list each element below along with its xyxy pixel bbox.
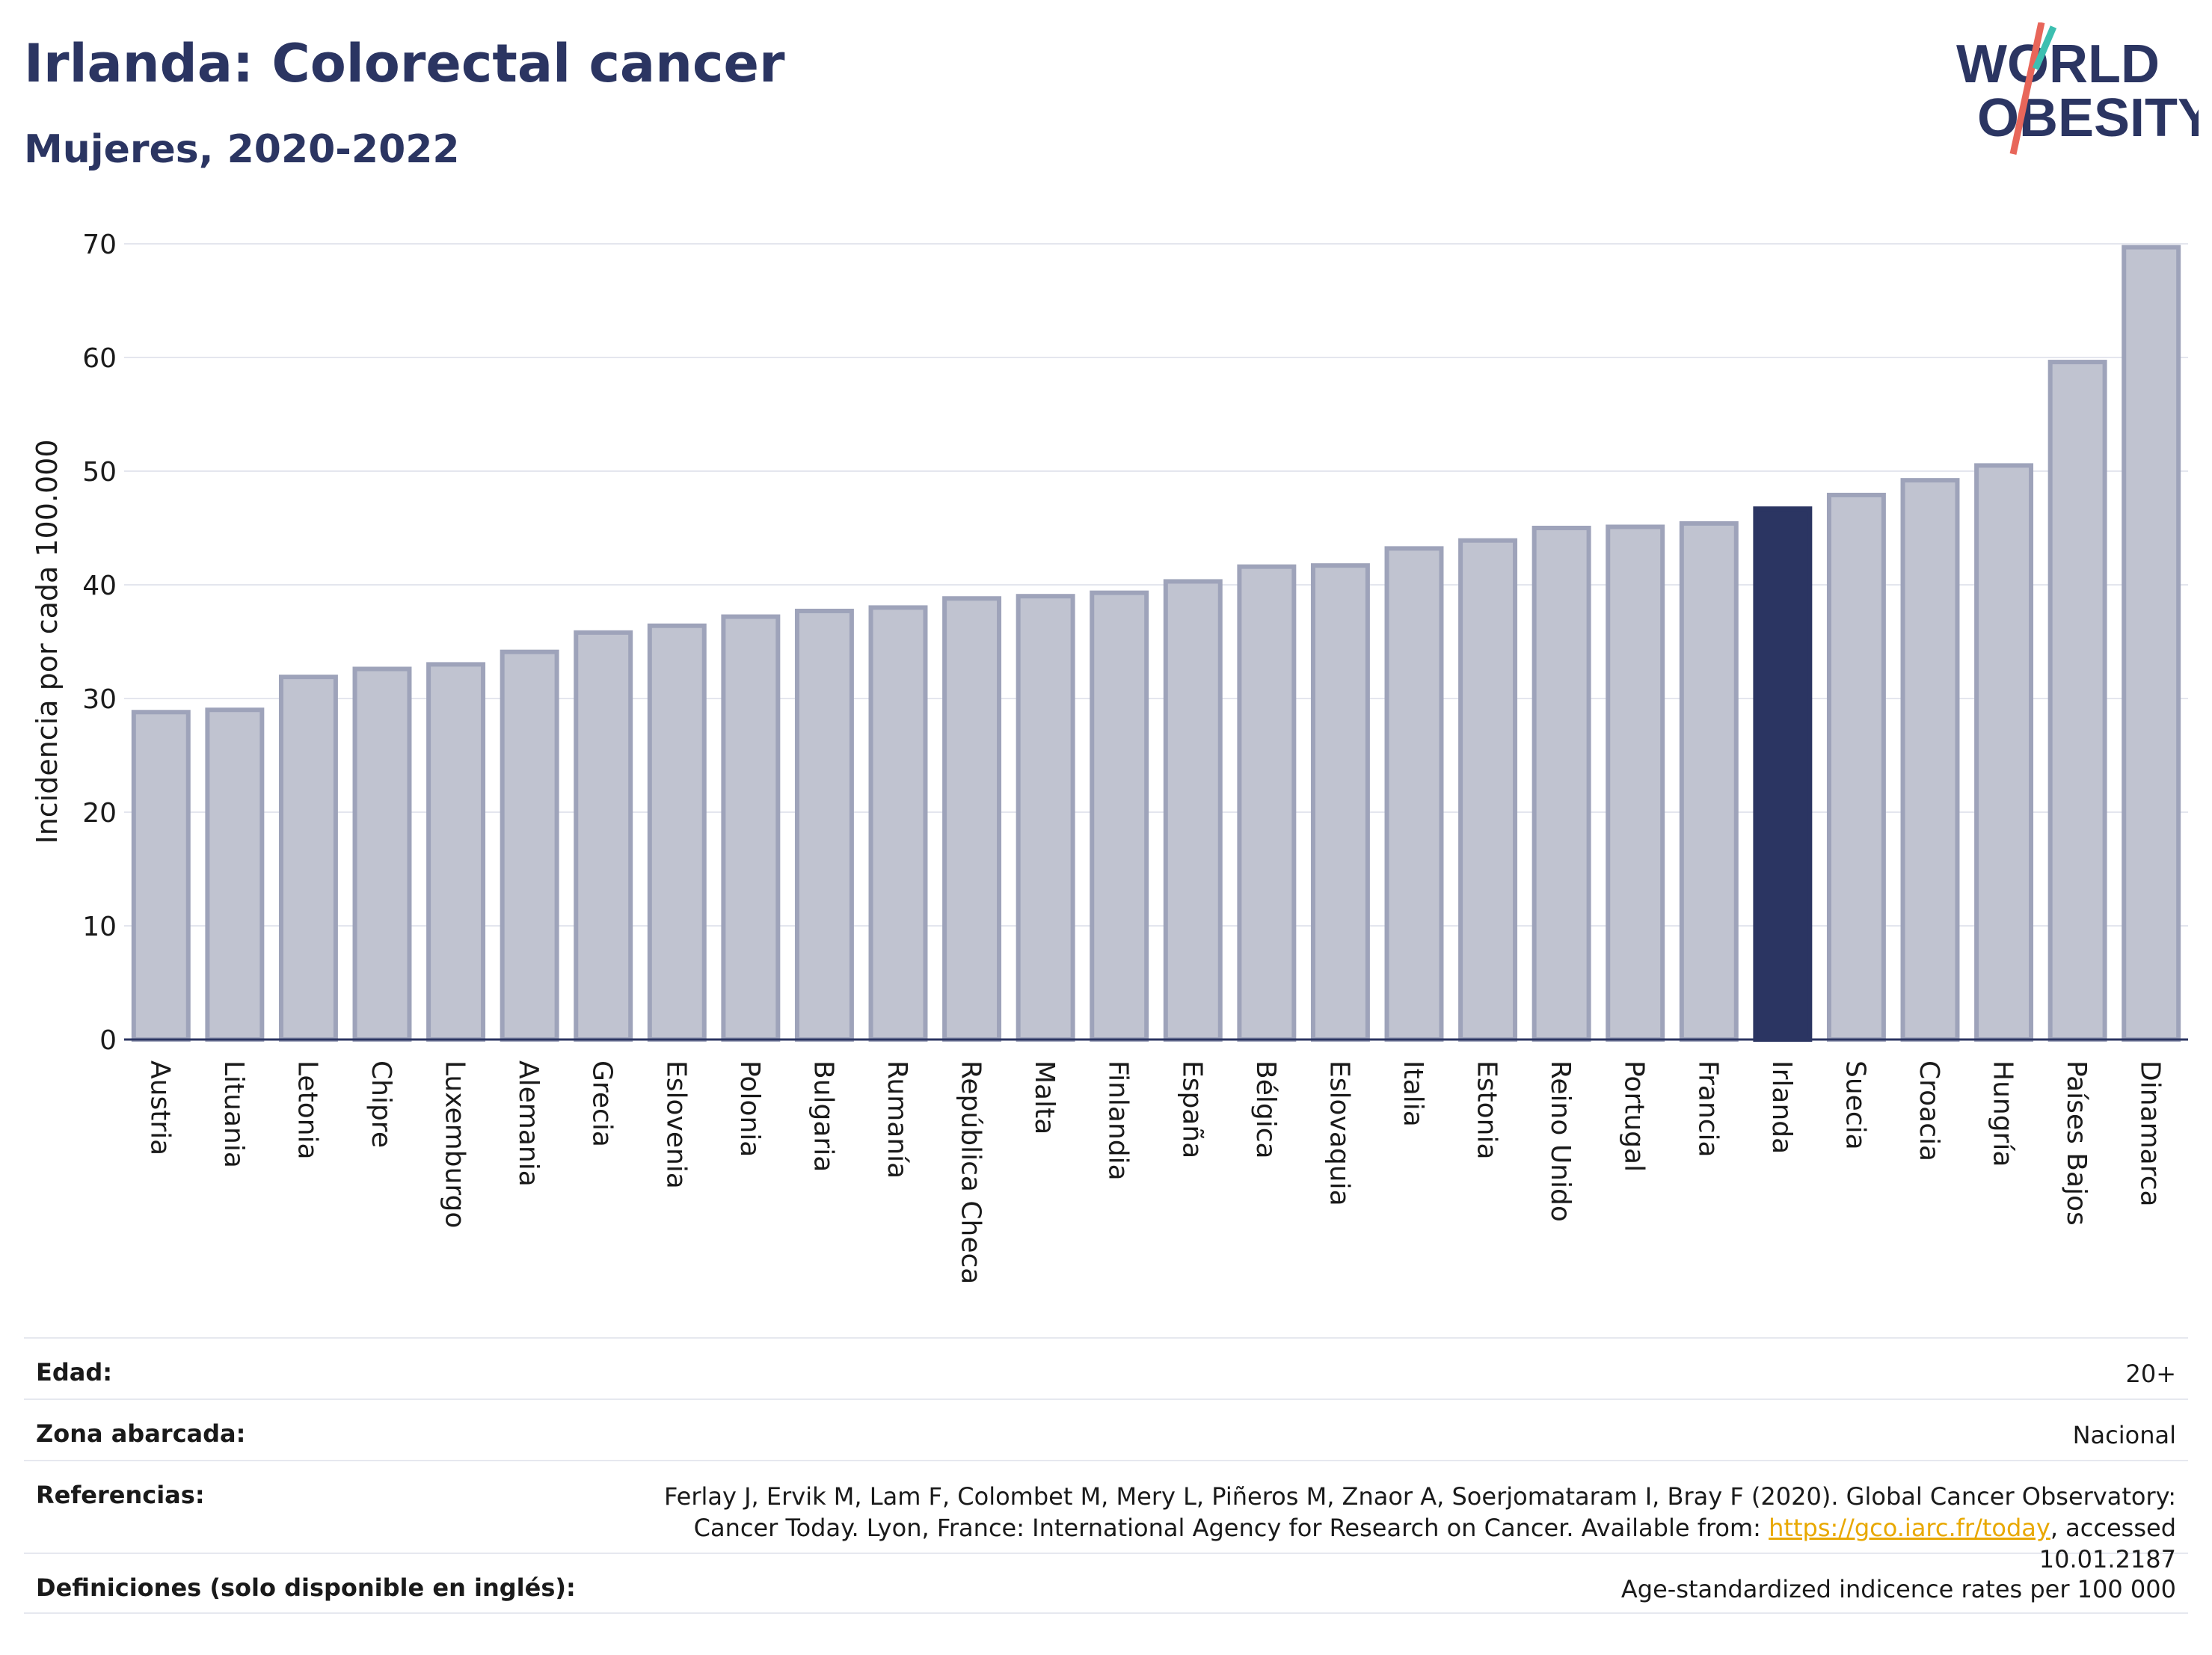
x-tick-label: Austria [144, 1060, 175, 1155]
bar-polonia [721, 614, 781, 1042]
reference-link[interactable]: https://gco.iarc.fr/today [1769, 1514, 2050, 1542]
bar-estonia [1458, 538, 1518, 1042]
x-tick-label: Finlandia [1103, 1060, 1134, 1181]
x-tick-label: Alemania [513, 1060, 544, 1187]
world-obesity-logo: WORLD OBESITY [1956, 22, 2199, 155]
bar-reino-unido [1531, 526, 1591, 1042]
x-tick-label: Eslovaquia [1324, 1060, 1354, 1206]
bar-finlandia [1090, 590, 1149, 1042]
info-table: Edad: 20+ Zona abarcada: Nacional Refere… [24, 1337, 2188, 1614]
x-tick-label: Bulgaria [808, 1060, 838, 1172]
bar-eslovenia [647, 623, 707, 1042]
bar-suecia [1826, 492, 1886, 1042]
info-value: Age-standardized indicence rates per 100… [1620, 1575, 2176, 1603]
bars [131, 245, 2181, 1043]
x-tick-label: Grecia [587, 1060, 618, 1147]
x-tick-label: Portugal [1619, 1060, 1650, 1172]
y-tick-label: 0 [99, 1025, 117, 1056]
reference-text: Ferlay J, Ervik M, Lam F, Colombet M, Me… [664, 1482, 2176, 1542]
bar-chipre [352, 666, 412, 1042]
bar-república-checa [942, 596, 1002, 1042]
info-value: Ferlay J, Ervik M, Lam F, Colombet M, Me… [606, 1461, 2176, 1575]
x-tick-label: Luxemburgo [440, 1060, 470, 1228]
info-label: Edad: [36, 1358, 113, 1387]
info-row-definitions: Definiciones (solo disponible en inglés)… [24, 1553, 2188, 1614]
y-axis-ticks: 0 10 20 30 40 50 60 70 [82, 230, 117, 1056]
x-tick-label: Polonia [734, 1060, 765, 1157]
bar-irlanda [1753, 506, 1813, 1042]
bar-luxemburgo [426, 662, 486, 1043]
x-tick-label: Lituania [218, 1060, 249, 1168]
bar-chart: 0 10 20 30 40 50 60 70 Austria Lituania Letonia Ch… [31, 230, 2188, 1284]
reference-accessed: , accessed 10.01.2187 [2039, 1514, 2176, 1573]
y-tick-label: 70 [82, 230, 117, 260]
logo-slash-red [2009, 22, 2045, 155]
bar-bulgaria [794, 608, 854, 1042]
info-row-age: Edad: 20+ [24, 1337, 2188, 1398]
bar-italia [1384, 546, 1444, 1042]
y-tick-label: 60 [82, 343, 117, 374]
y-axis-label: Incidencia por cada 100.000 [31, 439, 64, 844]
x-tick-label: Hungría [1988, 1060, 2018, 1167]
bar-francia [1679, 521, 1739, 1042]
x-tick-label: Italia [1398, 1060, 1428, 1127]
x-tick-label: España [1176, 1060, 1207, 1158]
bar-eslovaquia [1310, 563, 1370, 1042]
x-tick-label: República Checa [956, 1060, 986, 1284]
y-tick-label: 20 [82, 798, 117, 829]
bar-bélgica [1237, 564, 1297, 1042]
x-tick-label: Países Bajos [2061, 1060, 2092, 1226]
info-value: Nacional [2072, 1421, 2176, 1449]
y-tick-label: 40 [82, 571, 117, 601]
x-tick-label: Estonia [1472, 1060, 1502, 1160]
bar-croacia [1900, 478, 1960, 1042]
bar-dinamarca [2122, 245, 2181, 1042]
info-row-area: Zona abarcada: Nacional [24, 1398, 2188, 1460]
bar-grecia [574, 630, 633, 1042]
x-tick-label: Chipre [366, 1060, 396, 1148]
info-row-references: Referencias: Ferlay J, Ervik M, Lam F, C… [24, 1460, 2188, 1573]
bar-rumanía [868, 605, 928, 1042]
info-label: Zona abarcada: [36, 1419, 246, 1448]
x-tick-label: Eslovenia [660, 1060, 691, 1189]
bar-españa [1163, 579, 1223, 1042]
y-tick-label: 30 [82, 684, 117, 715]
y-tick-label: 10 [82, 912, 117, 942]
bar-malta [1016, 594, 1075, 1042]
x-tick-label: Dinamarca [2135, 1060, 2166, 1207]
bar-letonia [278, 675, 338, 1042]
bar-alemania [500, 649, 559, 1042]
x-tick-label: Bélgica [1250, 1060, 1281, 1159]
logo-slash-teal [2032, 25, 2057, 70]
y-tick-label: 50 [82, 457, 117, 488]
x-tick-label: Reino Unido [1545, 1060, 1576, 1222]
bar-austria [131, 710, 191, 1042]
info-value: 20+ [2125, 1360, 2176, 1388]
info-label: Definiciones (solo disponible en inglés)… [36, 1573, 576, 1602]
x-tick-label: Croacia [1914, 1060, 1944, 1161]
x-tick-label: Irlanda [1766, 1060, 1797, 1154]
page-subtitle: Mujeres, 2020-2022 [24, 127, 460, 172]
info-label: Referencias: [36, 1481, 205, 1509]
x-tick-label: Rumanía [882, 1060, 912, 1179]
bar-países-bajos [2047, 360, 2107, 1042]
bar-lituania [205, 707, 265, 1042]
x-tick-label: Francia [1692, 1060, 1723, 1158]
x-axis-labels: Austria Lituania Letonia Chipre Luxemburgo Al… [144, 1060, 2165, 1284]
bar-hungría [1974, 463, 2034, 1042]
page-title: Irlanda: Colorectal cancer [24, 33, 785, 94]
x-tick-label: Malta [1029, 1060, 1060, 1134]
x-tick-label: Suecia [1840, 1060, 1870, 1150]
bar-portugal [1606, 524, 1665, 1042]
logo-line1: WORLD [1956, 34, 2160, 94]
x-tick-label: Letonia [292, 1060, 322, 1160]
